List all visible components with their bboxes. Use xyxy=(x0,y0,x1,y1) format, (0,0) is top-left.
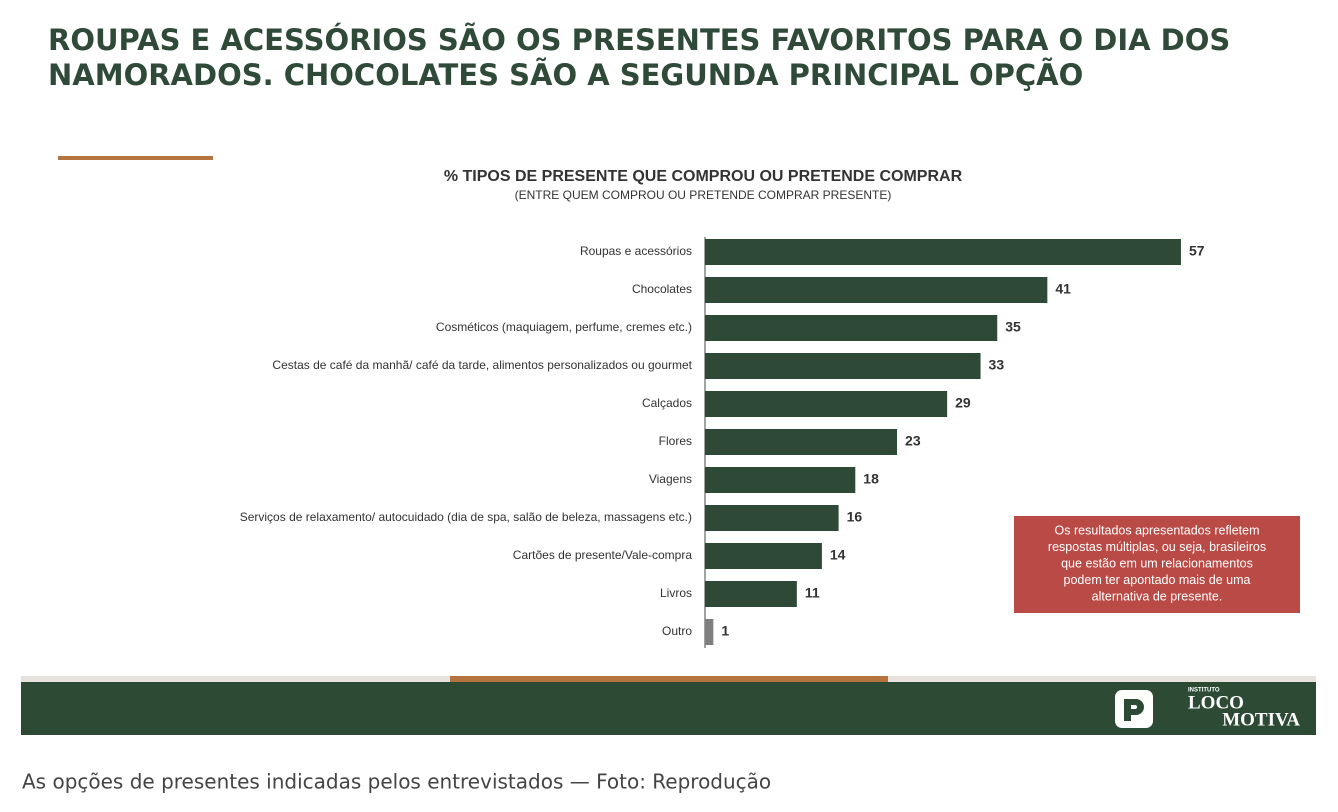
value-label: 14 xyxy=(830,547,846,563)
bar xyxy=(705,467,856,493)
value-label: 33 xyxy=(989,357,1005,373)
value-label: 57 xyxy=(1189,243,1205,259)
value-label: 16 xyxy=(847,509,863,525)
footer-band xyxy=(21,682,1316,735)
note-line: podem ter apontado mais de uma xyxy=(1064,573,1251,587)
bar xyxy=(705,315,998,341)
category-label: Flores xyxy=(659,434,692,448)
category-label: Roupas e acessórios xyxy=(580,244,692,258)
logo-icon-glyph xyxy=(1124,699,1144,721)
category-label: Cosméticos (maquiagem, perfume, cremes e… xyxy=(436,320,692,334)
category-label: Cestas de café da manhã/ café da tarde, … xyxy=(272,358,692,372)
note: Os resultados apresentados refletem respo… xyxy=(1048,523,1266,603)
category-label: Serviços de relaxamento/ autocuidado (di… xyxy=(240,510,692,524)
bar xyxy=(705,391,948,417)
chart-subtitle: (ENTRE QUEM COMPROU OU PRETENDE COMPRAR … xyxy=(515,188,892,202)
bar xyxy=(705,353,981,379)
logo-line2: MOTIVA xyxy=(1222,709,1300,730)
category-label: Chocolates xyxy=(632,282,692,296)
category-label: Cartões de presente/Vale-compra xyxy=(513,548,693,562)
value-label: 1 xyxy=(721,623,729,639)
logo-small: INSTITUTO xyxy=(1188,688,1220,694)
value-label: 29 xyxy=(955,395,971,411)
value-label: 11 xyxy=(805,585,820,601)
slide-title: ROUPAS E ACESSÓRIOS SÃO OS PRESENTES FAV… xyxy=(48,23,1230,57)
bar xyxy=(705,619,714,645)
value-label: 18 xyxy=(863,471,879,487)
bar xyxy=(705,505,839,531)
note-line: Os resultados apresentados refletem xyxy=(1055,523,1260,537)
value-label: 23 xyxy=(905,433,921,449)
note-box xyxy=(1014,516,1300,613)
category-label: Livros xyxy=(660,586,692,600)
category-label: Calçados xyxy=(642,396,692,410)
bar xyxy=(705,239,1181,265)
note-line: que estão em um relacionamentos xyxy=(1061,556,1253,570)
bar xyxy=(705,277,1048,303)
bar xyxy=(705,429,898,455)
note-line: respostas múltiplas, ou seja, brasileiro… xyxy=(1048,540,1266,554)
slide-title: NAMORADOS. CHOCOLATES SÃO A SEGUNDA PRIN… xyxy=(48,58,1083,92)
category-label: Viagens xyxy=(649,472,692,486)
logo-line1: LOCO xyxy=(1188,692,1244,713)
value-label: 35 xyxy=(1005,319,1021,335)
chart-title: % TIPOS DE PRESENTE QUE COMPROU OU PRETE… xyxy=(444,168,963,185)
stripe-accent xyxy=(450,676,888,682)
value-label: 41 xyxy=(1055,281,1071,297)
bar xyxy=(705,581,797,607)
caption: As opções de presentes indicadas pelos e… xyxy=(22,770,771,794)
category-label: Outro xyxy=(662,624,692,638)
note-line: alternativa de presente. xyxy=(1092,589,1223,603)
accent-line xyxy=(58,156,213,160)
bar xyxy=(705,543,822,569)
